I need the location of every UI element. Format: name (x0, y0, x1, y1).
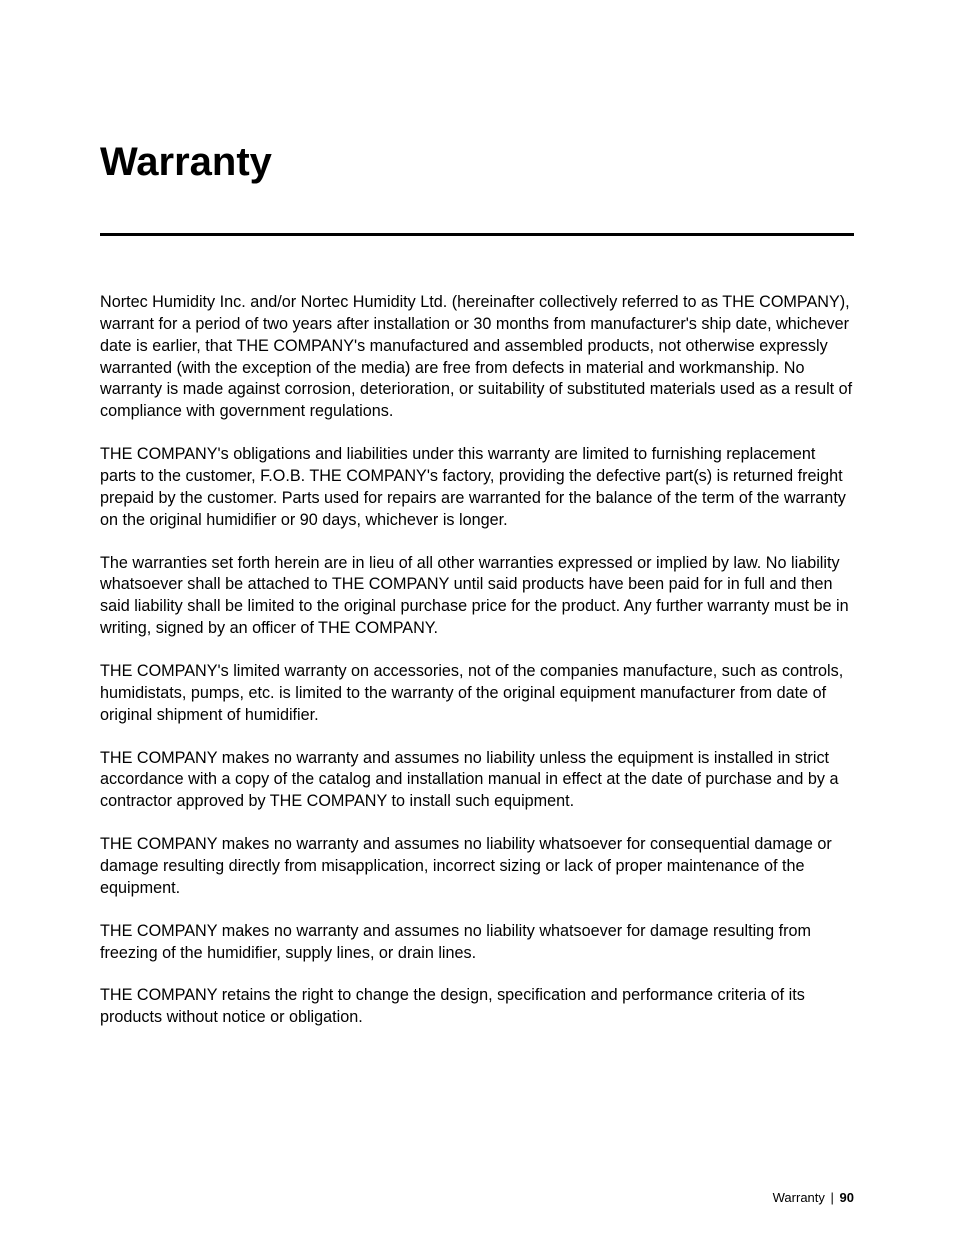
footer-separator: | (829, 1190, 836, 1205)
body-text: Nortec Humidity Inc. and/or Nortec Humid… (100, 292, 854, 1029)
footer-section-label: Warranty (773, 1190, 825, 1205)
paragraph: Nortec Humidity Inc. and/or Nortec Humid… (100, 292, 854, 423)
paragraph: THE COMPANY retains the right to change … (100, 985, 854, 1029)
paragraph: THE COMPANY makes no warranty and assume… (100, 748, 854, 814)
document-page: Warranty Nortec Humidity Inc. and/or Nor… (0, 0, 954, 1235)
paragraph: THE COMPANY makes no warranty and assume… (100, 921, 854, 965)
paragraph: The warranties set forth herein are in l… (100, 553, 854, 640)
paragraph: THE COMPANY makes no warranty and assume… (100, 834, 854, 900)
title-rule (100, 233, 854, 236)
page-title: Warranty (100, 140, 854, 185)
paragraph: THE COMPANY's obligations and liabilitie… (100, 444, 854, 531)
paragraph: THE COMPANY's limited warranty on access… (100, 661, 854, 727)
page-footer: Warranty | 90 (773, 1190, 854, 1205)
footer-page-number: 90 (840, 1190, 854, 1205)
